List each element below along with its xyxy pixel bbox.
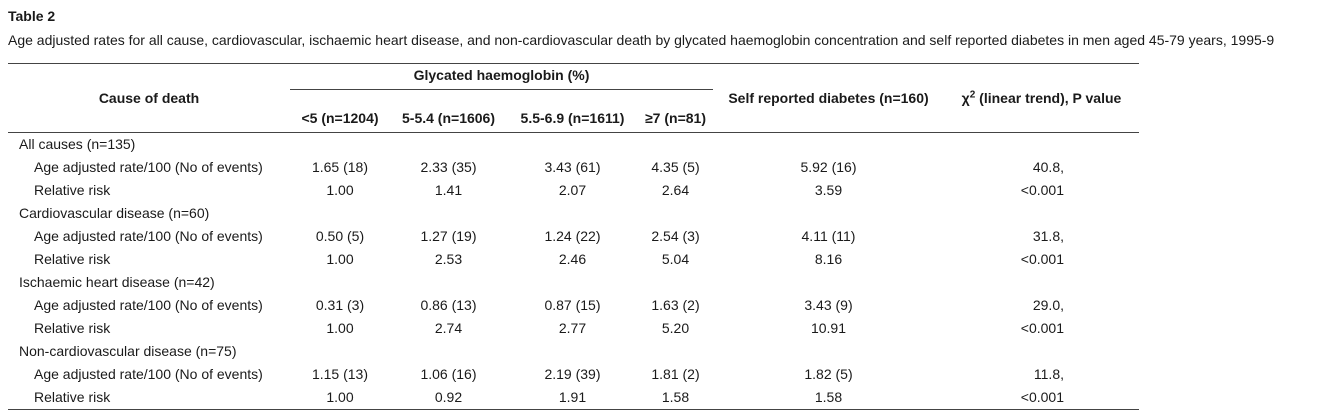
relative-risk-row: Relative risk 1.00 1.41 2.07 2.64 3.59 <0.001 (8, 179, 1139, 202)
chi-cell: <0.001 (1020, 320, 1064, 336)
row-label: Age adjusted rate/100 (No of events) (34, 297, 263, 313)
table-cell: 1.63 (2) (651, 297, 700, 313)
table-cell: 5.92 (16) (800, 159, 857, 175)
table-cell: 3.59 (814, 182, 843, 198)
row-label: Relative risk (34, 251, 111, 267)
row-label: Relative risk (34, 182, 111, 198)
table-label: Table 2 (8, 8, 56, 24)
table-cell: 1.00 (326, 320, 354, 336)
chi-cell: <0.001 (1020, 251, 1064, 267)
table-cell: 1.58 (638, 386, 713, 410)
group-title: Non-cardiovascular disease (n=75) (19, 343, 237, 359)
header-hba1c-group: Glycated haemoglobin (%) (290, 64, 713, 90)
chi-symbol: χ (961, 89, 970, 106)
table-cell: 1.15 (13) (311, 366, 369, 382)
table-cell: 0.50 (5) (315, 228, 365, 244)
table-cell: 3.43 (9) (804, 297, 853, 313)
header-chi-square: χ2 (linear trend), P value (944, 63, 1139, 133)
table-cell: 3.43 (61) (544, 159, 601, 175)
table-cell: 1.00 (290, 386, 390, 410)
table-cell: 1.41 (434, 182, 463, 198)
row-label: Age adjusted rate/100 (No of events) (34, 366, 263, 382)
table-cell: 1.58 (713, 386, 944, 410)
rate-row: Age adjusted rate/100 (No of events) 1.65… (8, 156, 1139, 179)
table-cell: 1.24 (22) (544, 228, 601, 244)
header-hba1c-col: 5-5.4 (n=1606) (390, 90, 507, 133)
chi-cell: <0.001 (1020, 182, 1064, 198)
table-cell: 2.54 (3) (651, 228, 700, 244)
chi-superscript: 2 (969, 88, 976, 100)
table-cell: 0.31 (3) (315, 297, 365, 313)
table-cell: 2.53 (434, 251, 463, 267)
table-cell: 5.20 (661, 320, 690, 336)
group-title-row: Ischaemic heart disease (n=42) (8, 271, 1139, 294)
table-cell: 1.82 (5) (804, 366, 853, 382)
header-hba1c-label: Glycated haemoglobin (%) (290, 64, 713, 90)
table-cell: 4.11 (11) (801, 228, 856, 244)
table-caption: Age adjusted rates for all cause, cardio… (8, 32, 1275, 48)
header-cause-of-death: Cause of death (8, 63, 290, 133)
chi-cell: 29.0, (1032, 297, 1064, 313)
table-cell: 0.86 (13) (420, 297, 477, 313)
table-cell: 2.46 (558, 251, 587, 267)
header-hba1c-col: 5.5-6.9 (n=1611) (507, 90, 638, 133)
chi-cell: 40.8, (1032, 159, 1064, 175)
chi-cell: 31.8, (1032, 228, 1064, 244)
rate-row: Age adjusted rate/100 (No of events) 0.50… (8, 225, 1139, 248)
header-hba1c-col: <5 (n=1204) (290, 90, 390, 133)
table-cell: 8.16 (814, 251, 843, 267)
table-cell: 1.81 (2) (651, 366, 700, 382)
relative-risk-row: Relative risk 1.00 2.53 2.46 5.04 8.16 <0.001 (8, 248, 1139, 271)
rate-row: Age adjusted rate/100 (No of events) 0.31… (8, 294, 1139, 317)
results-table: Cause of death Glycated haemoglobin (%) … (8, 63, 1139, 410)
table-cell: 2.64 (661, 182, 690, 198)
chi-cell: 11.8, (1033, 366, 1064, 382)
group-title: All causes (n=135) (19, 136, 136, 152)
table-cell: 2.77 (558, 320, 587, 336)
table-cell: 0.92 (390, 386, 507, 410)
table-cell: 1.27 (19) (420, 228, 477, 244)
group-title-row: Cardiovascular disease (n=60) (8, 202, 1139, 225)
table-body: All causes (n=135) Age adjusted rate/100 … (8, 133, 1139, 410)
relative-risk-row: Relative risk 1.00 2.74 2.77 5.20 10.91 <0.001 (8, 317, 1139, 340)
relative-risk-row: Relative risk 1.00 0.92 1.91 1.58 1.58 <0.001 (8, 386, 1139, 410)
chi-label: (linear trend), P value (975, 89, 1122, 106)
table-cell: 1.65 (18) (311, 159, 369, 175)
table-cell: 0.87 (15) (544, 297, 601, 313)
table-cell: 1.06 (16) (420, 366, 477, 382)
group-title: Ischaemic heart disease (n=42) (19, 274, 215, 290)
group-title-row: Non-cardiovascular disease (n=75) (8, 340, 1139, 363)
rate-row: Age adjusted rate/100 (No of events) 1.15… (8, 363, 1139, 386)
row-label: Age adjusted rate/100 (No of events) (34, 228, 263, 244)
table-cell: 1.00 (326, 182, 354, 198)
table-cell: 2.33 (35) (420, 159, 477, 175)
table-cell: 2.74 (434, 320, 463, 336)
chi-cell: <0.001 (944, 386, 1139, 410)
row-label: Relative risk (34, 320, 111, 336)
table-cell: 4.35 (5) (651, 159, 700, 175)
group-title: Cardiovascular disease (n=60) (19, 205, 210, 221)
table-cell: 1.00 (326, 251, 354, 267)
table-cell: 2.19 (39) (544, 366, 601, 382)
row-label: Relative risk (8, 386, 290, 410)
table-cell: 1.91 (507, 386, 638, 410)
table-cell: 2.07 (558, 182, 587, 198)
header-self-reported-diabetes: Self reported diabetes (n=160) (713, 63, 944, 133)
header-hba1c-col: ≥7 (n=81) (638, 90, 713, 133)
row-label: Age adjusted rate/100 (No of events) (34, 159, 263, 175)
table-cell: 10.91 (810, 320, 847, 336)
group-title-row: All causes (n=135) (8, 133, 1139, 157)
table-cell: 5.04 (661, 251, 690, 267)
